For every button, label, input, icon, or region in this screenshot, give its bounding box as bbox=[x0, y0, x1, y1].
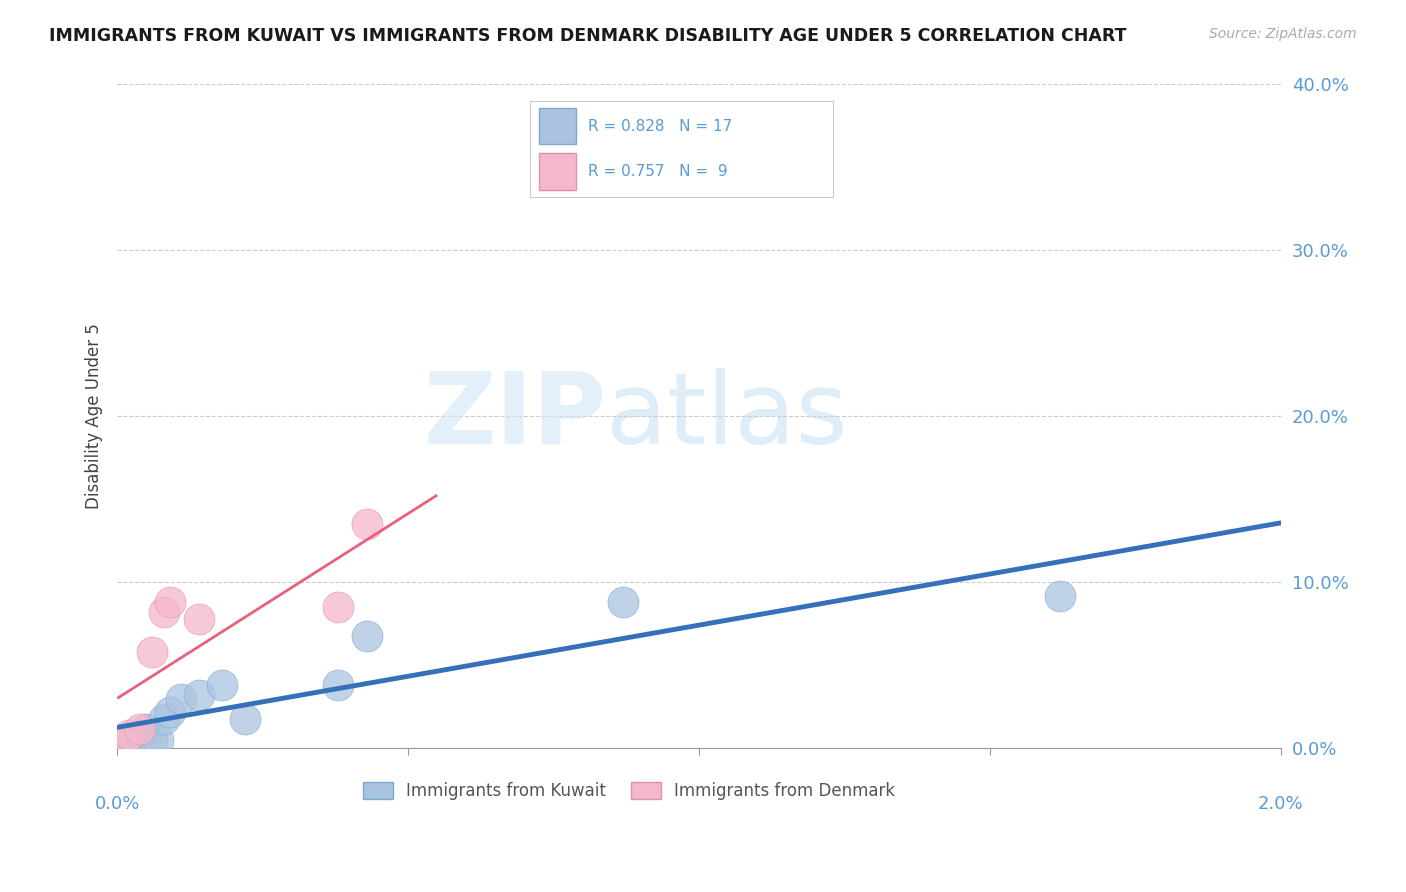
Point bbox=[111, 735, 134, 749]
Point bbox=[129, 728, 152, 742]
Point bbox=[124, 735, 146, 749]
Point bbox=[159, 705, 181, 719]
Legend: Immigrants from Kuwait, Immigrants from Denmark: Immigrants from Kuwait, Immigrants from … bbox=[356, 775, 903, 806]
Text: 2.0%: 2.0% bbox=[1258, 795, 1303, 813]
Text: IMMIGRANTS FROM KUWAIT VS IMMIGRANTS FROM DENMARK DISABILITY AGE UNDER 5 CORRELA: IMMIGRANTS FROM KUWAIT VS IMMIGRANTS FRO… bbox=[49, 27, 1126, 45]
Point bbox=[141, 731, 163, 746]
Point bbox=[328, 678, 350, 692]
Text: atlas: atlas bbox=[606, 368, 848, 465]
Point bbox=[356, 517, 378, 532]
Point bbox=[356, 629, 378, 643]
Point bbox=[129, 722, 152, 736]
Point bbox=[187, 689, 209, 703]
Text: 0.0%: 0.0% bbox=[94, 795, 139, 813]
Point bbox=[141, 645, 163, 659]
Point bbox=[152, 712, 174, 726]
Point bbox=[111, 737, 134, 751]
Point bbox=[146, 733, 169, 747]
Y-axis label: Disability Age Under 5: Disability Age Under 5 bbox=[86, 324, 103, 509]
Point bbox=[1049, 589, 1071, 603]
Point bbox=[612, 595, 634, 609]
Point bbox=[233, 712, 256, 726]
Point bbox=[118, 728, 141, 742]
Text: ZIP: ZIP bbox=[423, 368, 606, 465]
Point bbox=[170, 691, 193, 706]
Point bbox=[328, 600, 350, 615]
Text: Source: ZipAtlas.com: Source: ZipAtlas.com bbox=[1209, 27, 1357, 41]
Point bbox=[152, 605, 174, 619]
Point bbox=[118, 733, 141, 747]
Point bbox=[187, 612, 209, 626]
Point bbox=[135, 722, 157, 736]
Point bbox=[159, 595, 181, 609]
Point bbox=[211, 678, 233, 692]
